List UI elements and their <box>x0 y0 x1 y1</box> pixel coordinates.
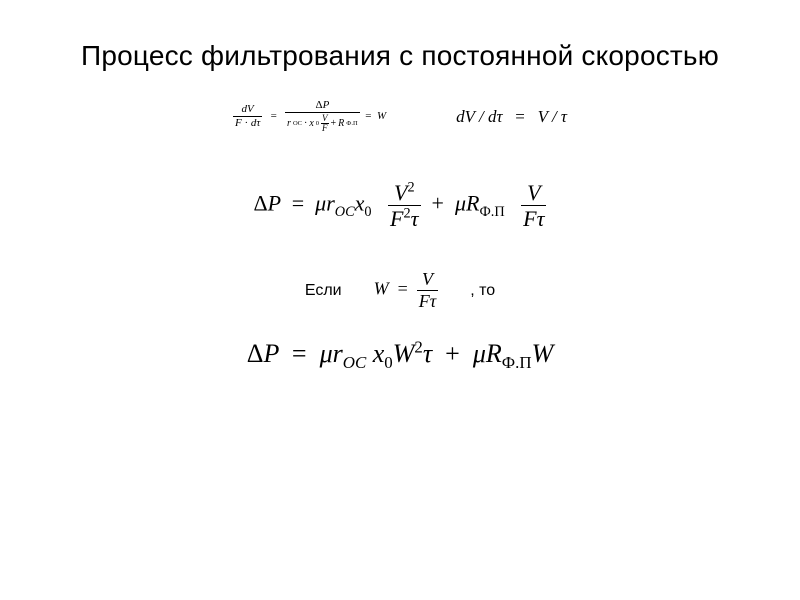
sym-x: x <box>355 191 365 216</box>
slide: Процесс фильтрования с постоянной скорос… <box>0 0 800 600</box>
label-if: Если <box>305 282 342 300</box>
eqB-rhs: V / τ <box>538 107 567 126</box>
equation-row-4: ΔP = μrOC x0W2τ + μRФ.ПW <box>40 339 760 369</box>
mini-frac-V-F: V F <box>321 114 329 133</box>
sym-r: r <box>326 191 335 216</box>
row4-plus: + <box>445 339 460 368</box>
rhs-W: W <box>377 110 386 122</box>
den-Ftau: Fτ <box>521 206 546 230</box>
equation-row-2: ΔP = μrOCx0 V2 F2τ + μRФ.П V Fτ <box>40 181 760 230</box>
equals-2: = <box>365 110 371 122</box>
sym-mu2: μ <box>455 191 466 216</box>
num-V: V <box>521 181 546 206</box>
sym-P: P <box>268 191 281 216</box>
sym-mu1: μ <box>315 191 326 216</box>
num-deltaP: ΔP <box>285 100 360 113</box>
row4-equals: = <box>292 339 307 368</box>
row2-equals: = <box>292 191 304 216</box>
equation-b: dV / dτ = V / τ <box>456 107 567 127</box>
eqB-lhs: dV / dτ <box>456 107 502 126</box>
equation-row-1: dV F · dτ = ΔP rOC · x0 V <box>40 100 760 133</box>
label-then: , то <box>470 282 495 300</box>
frac-dV-Fdtau: dV F · dτ <box>233 104 262 129</box>
den-complex: rOC · x0 V F + RФ.П <box>285 113 360 133</box>
frac-V2-F2tau: V2 F2τ <box>388 181 420 230</box>
equals-1: = <box>271 110 277 122</box>
slide-title: Процесс фильтрования с постоянной скорос… <box>40 40 760 72</box>
num-dV: dV <box>233 104 262 117</box>
frac-V-Ftau: V Fτ <box>521 181 546 230</box>
sym-R: R <box>466 191 479 216</box>
den-Fdtau: F · dτ <box>233 117 262 129</box>
num-V2: V2 <box>388 181 420 206</box>
equation-a: dV F · dτ = ΔP rOC · x0 V <box>233 100 386 133</box>
equation-row-3: Если W = V Fτ , то <box>40 270 760 311</box>
den-F2tau: F2τ <box>388 206 420 230</box>
frac-V-Ftau-small: V Fτ <box>417 270 438 311</box>
equation-w-def: W = V Fτ <box>374 270 439 311</box>
frac-deltaP-over-denom: ΔP rOC · x0 V F + RФ.П <box>285 100 360 133</box>
sym-delta: Δ <box>254 191 268 216</box>
eqB-equals: = <box>515 107 525 126</box>
row2-plus: + <box>432 191 444 216</box>
